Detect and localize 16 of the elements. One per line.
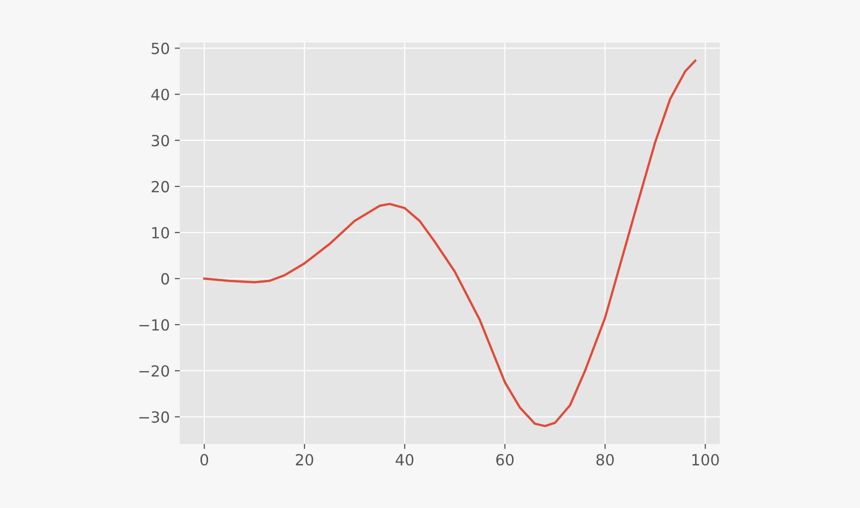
y-tick-label: −10	[139, 319, 169, 331]
x-tick-label: 0	[200, 454, 208, 466]
y-tick-label: 40	[151, 88, 170, 100]
y-tick-label: 20	[152, 180, 170, 192]
y-tick-label: 0	[161, 273, 170, 285]
y-tick-label: −20	[139, 365, 169, 377]
line-series	[203, 60, 696, 428]
y-tick-label: 30	[152, 134, 170, 146]
x-tick-label: 60	[496, 454, 514, 466]
x-tick-label: 80	[596, 454, 614, 466]
x-tick-label: 40	[396, 454, 414, 466]
y-tick-label: −30	[139, 411, 169, 423]
x-tick-label: 100	[692, 454, 719, 466]
y-tick-label: 50	[152, 42, 170, 54]
y-tick-label: 10	[152, 226, 170, 239]
x-tick-label: 20	[296, 454, 314, 466]
